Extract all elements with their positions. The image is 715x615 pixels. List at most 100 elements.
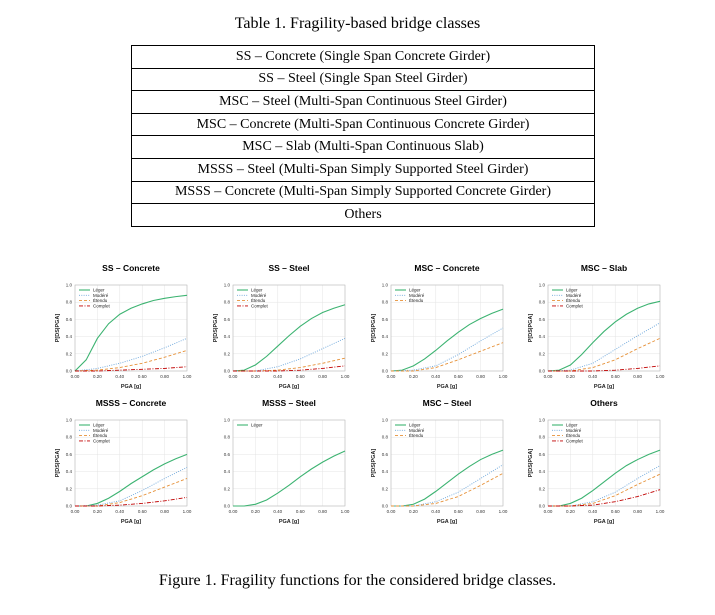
figure-caption: Figure 1. Fragility functions for the co… [158, 572, 557, 589]
x-tick-label: 0.40 [431, 509, 440, 514]
x-tick-label: 0.80 [318, 374, 327, 379]
y-axis-label: P[DS|PGA] [371, 449, 377, 478]
table-cell: MSC – Slab (Multi-Span Continuous Slab) [131, 135, 595, 159]
series-line [75, 366, 188, 372]
legend-entry: Modéré [93, 428, 109, 433]
series-line [548, 365, 661, 372]
y-tick-label: 0.6 [66, 317, 73, 322]
x-tick-label: 1.00 [656, 374, 665, 379]
legend-entry: Étendu [409, 297, 424, 303]
x-tick-label: 0.00 [387, 509, 396, 514]
x-tick-label: 0.20 [93, 374, 102, 379]
bridge-classes-table: SS – Concrete (Single Span Concrete Gird… [131, 45, 595, 227]
legend-entry: Complet [93, 303, 111, 308]
x-tick-label: 1.00 [341, 374, 350, 379]
y-tick-label: 0.6 [382, 452, 389, 457]
x-tick-label: 0.60 [454, 509, 463, 514]
y-axis-label: P[DS|PGA] [528, 449, 534, 478]
legend-entry: Léger [409, 288, 421, 293]
fragility-plot: SS – Concrete 0.0 0.2 0.4 0.6 0.8 1.0 0.00 0.20 0… [55, 263, 192, 390]
series-line [75, 453, 188, 507]
table-row: SS – Steel (Single Span Steel Girder) [131, 67, 595, 92]
y-tick-label: 0.2 [382, 351, 389, 356]
y-tick-label: 0.2 [66, 351, 73, 356]
x-tick-label: 0.40 [273, 509, 282, 514]
fragility-plot: MSC – Concrete 0.0 0.2 0.4 0.6 0.8 1.0 0.00 0.20… [371, 263, 508, 390]
series-line [390, 327, 504, 372]
x-tick-label: 0.20 [409, 509, 418, 514]
y-tick-label: 0.6 [224, 317, 231, 322]
table-row: MSSS – Concrete (Multi-Span Simply Suppo… [131, 180, 595, 205]
y-tick-label: 0.8 [66, 300, 73, 305]
x-axis-label: PGA [g] [121, 519, 141, 525]
plot-frame [547, 284, 661, 372]
legend-entry: Modéré [409, 428, 425, 433]
table-cell: SS – Concrete (Single Span Concrete Gird… [131, 45, 595, 69]
y-tick-label: 1.0 [66, 283, 73, 288]
series-line [391, 342, 504, 372]
y-tick-label: 0.8 [539, 435, 546, 440]
y-tick-label: 0.4 [224, 334, 231, 339]
series-line [233, 337, 346, 372]
x-tick-label: 0.20 [93, 509, 102, 514]
x-tick-label: 0.00 [229, 374, 238, 379]
legend-entry: Modéré [566, 293, 582, 298]
x-axis-label: PGA [g] [437, 384, 457, 390]
y-tick-label: 0.2 [224, 486, 231, 491]
series-line [548, 449, 661, 507]
series-line [391, 472, 504, 507]
plot-title: MSSS – Steel [262, 398, 316, 408]
y-tick-label: 0.4 [66, 334, 73, 339]
x-tick-label: 0.00 [71, 374, 80, 379]
table-row: MSSS – Steel (Multi-Span Simply Supporte… [131, 157, 595, 182]
plot-title: SS – Concrete [102, 263, 160, 273]
legend-entry: Léger [251, 288, 263, 293]
x-tick-label: 0.80 [476, 509, 485, 514]
y-tick-label: 0.8 [66, 435, 73, 440]
table-row: MSC – Steel (Multi-Span Continuous Steel… [131, 90, 595, 114]
y-tick-label: 1.0 [382, 283, 389, 288]
series-line [74, 294, 188, 372]
fragility-plot: MSSS – Concrete 0.0 0.2 0.4 0.6 0.8 1.0 0.00 0.2… [55, 398, 192, 525]
x-tick-label: 1.00 [341, 509, 350, 514]
y-tick-label: 0.0 [66, 369, 73, 374]
y-tick-label: 0.4 [539, 334, 546, 339]
x-tick-label: 1.00 [183, 374, 192, 379]
x-tick-label: 0.60 [611, 374, 620, 379]
fragility-plot: SS – Steel 0.0 0.2 0.4 0.6 0.8 1.0 0.00 0.20 0.40… [213, 263, 350, 390]
y-tick-label: 0.2 [66, 486, 73, 491]
y-tick-label: 1.0 [66, 418, 73, 423]
table-cell: SS – Steel (Single Span Steel Girder) [131, 67, 595, 92]
x-axis-label: PGA [g] [279, 384, 299, 390]
series-line [391, 464, 504, 507]
x-tick-label: 1.00 [183, 509, 192, 514]
legend-entry: Étendu [566, 432, 581, 438]
x-tick-label: 0.20 [566, 374, 575, 379]
y-tick-label: 0.2 [382, 486, 389, 491]
legend-entry: Complet [566, 303, 584, 308]
x-tick-label: 0.80 [160, 374, 169, 379]
x-tick-label: 0.80 [160, 509, 169, 514]
x-tick-label: 0.60 [454, 374, 463, 379]
y-axis-label: P[DS|PGA] [528, 314, 534, 343]
y-axis-label: P[DS|PGA] [55, 449, 61, 478]
series-line [233, 450, 346, 507]
y-tick-label: 0.0 [66, 504, 73, 509]
legend-entry: Étendu [93, 432, 108, 438]
legend-entry: Étendu [251, 297, 266, 303]
table-row: SS – Concrete (Single Span Concrete Gird… [131, 45, 595, 69]
y-tick-label: 0.6 [382, 317, 389, 322]
y-tick-label: 0.2 [539, 351, 546, 356]
x-tick-label: 0.80 [476, 374, 485, 379]
y-tick-label: 0.0 [382, 504, 389, 509]
x-tick-label: 0.00 [71, 509, 80, 514]
x-tick-label: 1.00 [499, 374, 508, 379]
series-line [390, 308, 504, 372]
y-tick-label: 0.8 [539, 300, 546, 305]
y-tick-label: 1.0 [539, 418, 546, 423]
plot-frame [232, 284, 346, 372]
legend-entry: Complet [93, 438, 111, 443]
legend-entry: Léger [93, 288, 105, 293]
x-axis-label: PGA [g] [594, 384, 614, 390]
fragility-plot: MSC – Steel 0.0 0.2 0.4 0.6 0.8 1.0 0.00 0.20 0.4… [371, 398, 508, 525]
